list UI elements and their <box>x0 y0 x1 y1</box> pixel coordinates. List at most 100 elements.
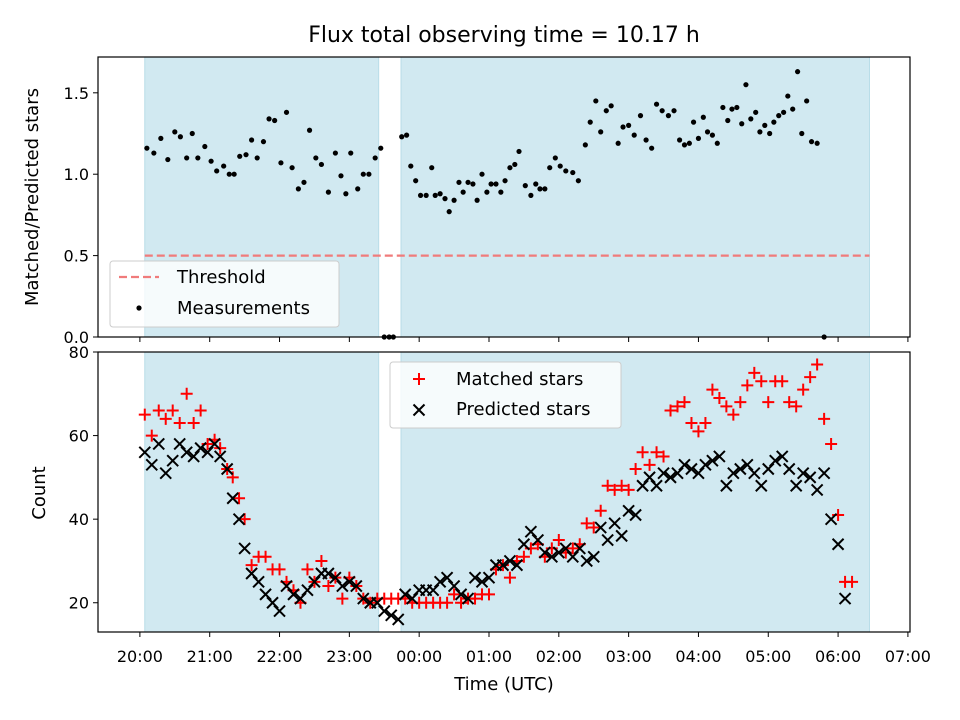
measurement-point <box>381 334 387 340</box>
matched-star-marker <box>469 592 482 605</box>
matched-star-marker <box>301 563 314 576</box>
measurement-point <box>637 113 644 119</box>
predicted-star-marker <box>622 504 635 518</box>
measurement-point <box>272 117 278 124</box>
predicted-star-marker <box>152 437 165 451</box>
measurement-point <box>620 124 626 130</box>
predicted-star-marker <box>378 604 391 618</box>
predicted-star-marker <box>580 554 593 568</box>
measurement-point <box>413 178 419 184</box>
measurement-point <box>528 192 534 198</box>
measurement-point <box>332 150 338 156</box>
measurement-point <box>771 119 777 125</box>
measurement-point <box>195 155 201 161</box>
predicted-star-marker <box>776 450 789 463</box>
matched-star-marker <box>713 391 726 404</box>
matched-star-marker <box>671 400 684 413</box>
matched-star-marker <box>138 408 151 421</box>
matched-star-marker <box>517 550 530 563</box>
matched-star-marker <box>180 387 193 400</box>
measurement-point <box>608 103 614 109</box>
predicted-star-marker <box>226 492 239 505</box>
measurement-point <box>237 153 243 159</box>
predicted-star-marker <box>531 533 545 547</box>
predicted-star-marker <box>796 466 810 480</box>
predicted-star-marker <box>545 550 559 563</box>
measurement-point <box>537 186 543 192</box>
matched-star-marker <box>238 513 251 526</box>
x-tick-label: 04:00 <box>675 647 721 666</box>
matched-star-marker <box>629 463 642 476</box>
predicted-star-marker <box>615 529 628 543</box>
predicted-star-marker <box>608 517 621 530</box>
matched-star-marker <box>194 404 207 417</box>
measurement-point <box>582 142 588 148</box>
measurement-point <box>575 178 581 184</box>
measurement-point <box>709 132 716 138</box>
matched-star-marker <box>741 379 754 392</box>
matched-star-marker <box>315 554 328 567</box>
legend-matched-swatch <box>413 373 425 385</box>
x-tick-label: 00:00 <box>396 647 442 666</box>
predicted-star-marker <box>713 450 726 463</box>
predicted-star-marker <box>194 441 207 455</box>
x-tick-label: 22:00 <box>256 647 302 666</box>
predicted-star-marker <box>468 571 482 584</box>
x-tick-label: 02:00 <box>536 647 582 666</box>
matched-star-marker <box>448 588 461 601</box>
predicted-star-marker <box>803 471 817 484</box>
measurement-point <box>821 334 827 340</box>
predicted-star-marker <box>699 458 712 472</box>
measurement-point <box>700 114 706 120</box>
measurement-point <box>643 137 649 143</box>
measurement-point <box>615 140 621 146</box>
measurement-point <box>799 130 805 137</box>
measurement-point <box>785 93 791 99</box>
predicted-star-marker <box>357 592 370 605</box>
matched-star-marker <box>622 483 635 496</box>
measurement-point <box>704 129 711 135</box>
measurement-point <box>446 209 452 215</box>
measurement-point <box>399 134 405 140</box>
predicted-star-marker <box>159 466 172 480</box>
measurement-point <box>144 145 150 151</box>
y-tick-label: 80 <box>69 343 89 362</box>
measurement-point <box>423 192 429 198</box>
predicted-star-marker <box>587 550 600 563</box>
measurement-point <box>762 122 768 128</box>
measurement-point <box>781 109 787 115</box>
measurement-point <box>479 171 485 177</box>
measurement-point <box>767 130 773 137</box>
matched-star-marker <box>797 383 810 396</box>
chart-title: Flux total observing time = 10.17 h <box>308 23 700 48</box>
measurement-point <box>184 155 190 161</box>
measurement-point <box>753 109 759 115</box>
measurement-point <box>460 189 466 195</box>
measurement-point <box>626 122 632 128</box>
measurement-point <box>690 119 697 125</box>
measurement-point <box>432 192 438 198</box>
y-axis-label-count: Count <box>29 466 50 519</box>
measurement-point <box>649 145 655 151</box>
measurement-point <box>593 98 599 104</box>
matched-star-marker <box>727 408 740 421</box>
matched-star-marker <box>608 483 621 496</box>
measurement-point <box>720 104 726 111</box>
measurement-point <box>470 181 476 187</box>
measurement-point <box>631 132 637 138</box>
matched-star-marker <box>664 404 677 417</box>
measurement-point <box>757 129 763 135</box>
predicted-star-marker <box>629 508 642 522</box>
ratio-panel: 0.0 0.5 1.0 1.5 Threshold Measurements <box>64 56 911 347</box>
matched-star-marker <box>615 479 628 492</box>
predicted-star-marker <box>601 533 614 547</box>
predicted-star-marker <box>350 579 363 593</box>
matched-star-marker <box>259 550 272 563</box>
y-tick-label: 0.0 <box>64 328 89 347</box>
matched-star-marker <box>503 571 516 584</box>
measurement-point <box>172 129 178 135</box>
measurement-point <box>318 161 325 168</box>
axes-frame <box>97 56 911 338</box>
predicted-star-marker <box>433 575 447 589</box>
